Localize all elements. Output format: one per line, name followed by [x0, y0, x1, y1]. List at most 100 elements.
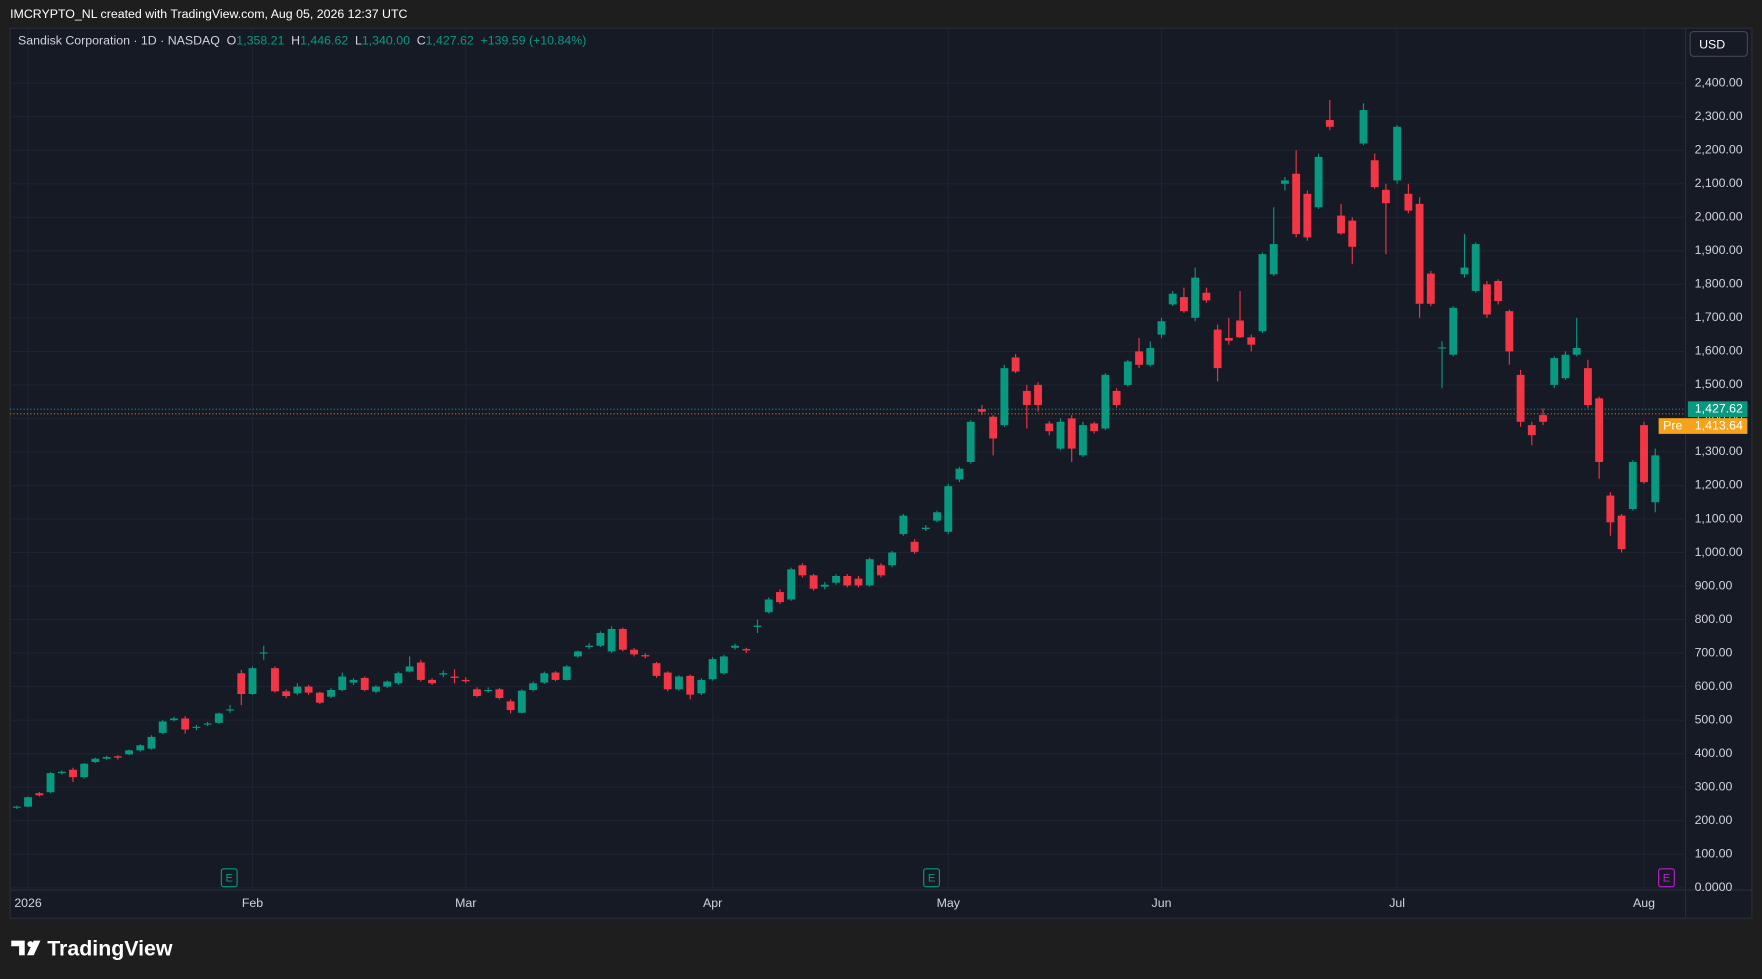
candle-body — [271, 668, 279, 692]
candle-body — [618, 628, 627, 650]
candle-body — [24, 797, 33, 807]
candle-body — [1393, 126, 1402, 181]
pre-market-label: 1,413.64 — [1695, 418, 1743, 432]
candle-body — [1067, 418, 1076, 449]
candle-body — [585, 645, 594, 648]
y-tick-label: 800.00 — [1695, 612, 1733, 626]
candle-body — [91, 758, 100, 763]
candle-body — [102, 757, 111, 759]
y-tick-label: 0.0000 — [1695, 880, 1733, 894]
candle-body — [731, 645, 739, 648]
legend-part: 1,446.62 — [300, 34, 348, 48]
pre-market-tag-label: Pre — [1663, 418, 1682, 432]
candle-body — [203, 723, 212, 725]
candle-body — [1617, 515, 1626, 550]
candle-body — [125, 750, 134, 755]
candle-body — [248, 668, 257, 694]
candle-body — [517, 690, 526, 713]
candle-body — [1348, 220, 1357, 247]
candle-body — [776, 592, 784, 603]
candle-body — [1572, 348, 1581, 355]
candle-body — [405, 666, 414, 672]
x-tick-label: Jun — [1152, 896, 1172, 910]
candle-body — [1370, 160, 1379, 188]
y-tick-label: 700.00 — [1695, 645, 1733, 659]
candle-body — [877, 565, 885, 576]
candle-body — [832, 575, 840, 583]
earnings-marker — [220, 868, 238, 888]
candle-body — [473, 689, 481, 697]
candle-body — [1460, 267, 1469, 275]
candle-body — [158, 721, 167, 733]
candle-body — [80, 763, 89, 778]
candle-body — [1101, 374, 1110, 429]
candle-body — [1045, 423, 1054, 432]
candle-body — [663, 672, 672, 690]
candle-body — [1303, 193, 1312, 238]
candle-body — [1426, 273, 1435, 304]
candle-body — [1168, 293, 1177, 305]
candle-body — [1112, 390, 1121, 406]
candle-body — [989, 416, 998, 439]
candle-body — [697, 679, 706, 694]
candle-body — [349, 679, 358, 683]
candle-body — [450, 676, 459, 678]
candle-body — [1482, 284, 1491, 315]
legend-part: +139.59 (+10.84%) — [481, 34, 587, 48]
candle-body — [1011, 357, 1020, 372]
candle-body — [12, 806, 21, 808]
x-tick-label: Jul — [1389, 896, 1405, 910]
brand: TradingView — [47, 936, 173, 960]
candle-body — [35, 793, 44, 796]
candle-body — [551, 672, 560, 680]
candle-body — [1337, 215, 1345, 234]
y-tick-label: 200.00 — [1695, 813, 1733, 827]
candle-body — [1056, 421, 1065, 449]
candle-body — [237, 673, 246, 694]
candle-body — [787, 569, 796, 600]
y-tick-label: 2,400.00 — [1695, 75, 1743, 89]
candle-body — [1415, 203, 1424, 304]
candle-body — [1157, 321, 1166, 335]
candle-body — [1000, 368, 1009, 426]
candle-body — [1280, 180, 1289, 184]
legend-part: C — [417, 34, 426, 48]
candle-body — [383, 681, 392, 687]
candle-body — [1258, 254, 1267, 332]
candle-body — [820, 584, 829, 587]
candle-body — [1438, 347, 1446, 349]
candle-body — [1516, 374, 1525, 422]
earnings-label: E — [1663, 872, 1670, 884]
candle-body — [1404, 193, 1413, 211]
logo-dot — [27, 941, 34, 947]
x-tick-label: Apr — [703, 896, 722, 910]
candle-body — [1090, 423, 1099, 432]
candle-body — [439, 673, 448, 675]
candle-body — [1628, 462, 1637, 509]
candle-body — [360, 677, 369, 690]
pre-market-tag — [1658, 418, 1748, 434]
candle-body — [282, 691, 291, 697]
candle-body — [315, 692, 324, 703]
candle-body — [1135, 351, 1143, 365]
y-tick-label: 500.00 — [1695, 712, 1733, 726]
candle-body — [57, 771, 66, 774]
candle-body — [304, 686, 313, 693]
candle-body — [529, 683, 537, 690]
currency-box[interactable] — [1689, 31, 1748, 57]
legend-part: Sandisk Corporation · 1D · NASDAQ — [18, 34, 220, 48]
legend: Sandisk Corporation · 1D · NASDAQ O1,358.… — [18, 34, 586, 48]
candle-body — [708, 659, 717, 680]
candle-body — [686, 675, 695, 695]
grid — [10, 28, 1686, 891]
candle-body — [742, 649, 751, 651]
candle-body — [1247, 337, 1256, 345]
candle-body — [338, 676, 347, 690]
chart-pane — [9, 27, 1753, 919]
y-tick-label: 1,200.00 — [1695, 478, 1743, 492]
candle-body — [1583, 368, 1592, 406]
candle-body — [428, 679, 436, 684]
earnings-label: E — [225, 872, 232, 884]
candle-body — [899, 515, 908, 535]
currency[interactable]: USD — [1699, 37, 1725, 51]
